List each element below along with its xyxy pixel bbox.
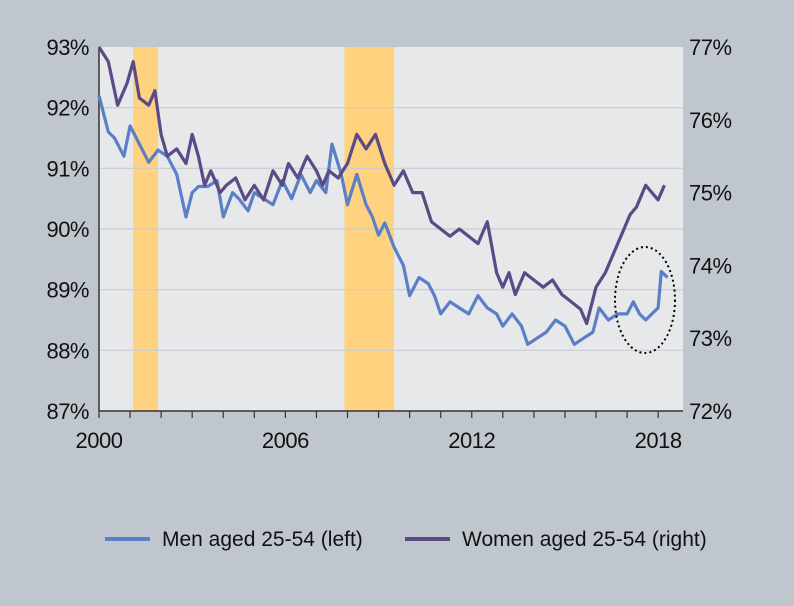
y-right-tick-label: 73% <box>689 326 732 351</box>
legend: Men aged 25-54 (left) Women aged 25-54 (… <box>105 528 707 551</box>
x-tick-label: 2018 <box>635 428 682 453</box>
y-left-tick-label: 91% <box>46 156 89 181</box>
y-left-tick-label: 90% <box>46 217 89 242</box>
y-right-tick-label: 75% <box>689 181 732 206</box>
y-left-tick-label: 88% <box>46 338 89 363</box>
legend-label-men: Men aged 25-54 (left) <box>162 528 363 551</box>
gridlines <box>99 107 683 351</box>
highlight-ellipse <box>614 246 676 354</box>
x-tick-label: 2012 <box>448 428 495 453</box>
y-right-tick-label: 76% <box>689 108 732 133</box>
x-tick-label: 2006 <box>262 428 309 453</box>
series-line-women <box>97 46 666 326</box>
y-right-tick-label: 72% <box>689 399 732 424</box>
series-line-men <box>97 95 669 346</box>
y-right-tick-label: 74% <box>689 253 732 278</box>
y-right-tick-labels: 72% 73% 74% 75% 76% 77% <box>689 35 732 424</box>
y-right-tick-label: 77% <box>689 35 732 60</box>
y-left-tick-label: 92% <box>46 96 89 121</box>
x-tick-label: 2000 <box>76 428 123 453</box>
y-left-tick-labels: 87% 88% 89% 90% 91% 92% 93% <box>46 35 89 424</box>
series-lines <box>97 46 669 346</box>
y-left-tick-label: 89% <box>46 278 89 303</box>
x-tick-marks <box>98 411 659 418</box>
y-left-tick-label: 93% <box>46 35 89 60</box>
x-tick-labels: 2000 2006 2012 2018 <box>76 428 683 453</box>
y-left-tick-label: 87% <box>46 399 89 424</box>
legend-label-women: Women aged 25-54 (right) <box>462 528 707 551</box>
